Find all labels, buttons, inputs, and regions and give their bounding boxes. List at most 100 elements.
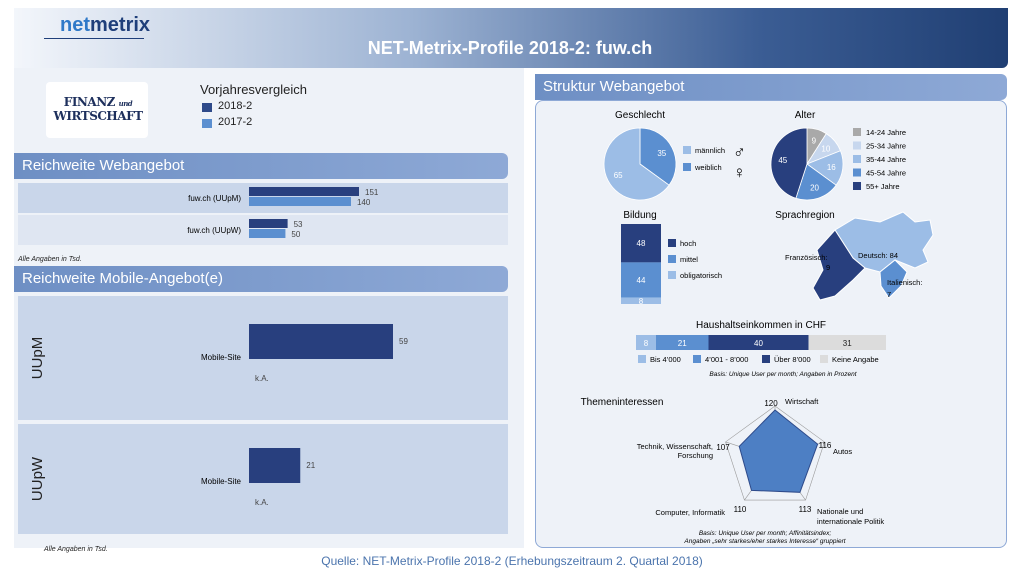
income-segment <box>656 335 709 350</box>
radar-label: internationale Politik <box>817 517 884 526</box>
language-french-value: 9 <box>826 263 830 272</box>
gender-legend-swatch <box>683 163 691 171</box>
age-slice-label: 45 <box>778 156 787 165</box>
radar-value: 110 <box>734 505 747 514</box>
radar-value: 116 <box>819 441 832 450</box>
age-legend-swatch <box>853 141 861 150</box>
income-value: 40 <box>754 339 763 348</box>
radar-label: Technik, Wissenschaft, <box>637 442 713 451</box>
interests-note: Angaben „sehr starkes/eher starkes Inter… <box>683 538 846 545</box>
interests-title: Themeninteressen <box>581 397 664 408</box>
income-note: Basis: Unique User per month; Angaben in… <box>709 371 857 378</box>
interests-note: Basis: Unique User per month; Affinitäts… <box>699 530 832 537</box>
income-segment <box>636 335 656 350</box>
bar-2018 <box>249 219 288 228</box>
income-segment <box>808 335 886 350</box>
education-legend-label: mittel <box>680 255 698 264</box>
gender-slice <box>603 127 670 201</box>
map-german <box>834 211 934 273</box>
age-slice <box>795 163 837 201</box>
education-segment <box>621 224 661 263</box>
title-bar <box>14 8 1008 68</box>
language-title: Sprachregion <box>775 210 834 221</box>
age-legend-swatch <box>853 128 861 136</box>
gender-legend-label: weiblich <box>694 163 722 172</box>
radar-value: 107 <box>716 443 730 452</box>
footnote-web: Alle Angaben in Tsd. <box>18 256 82 263</box>
bar-2017 <box>249 197 351 206</box>
male-icon: ♂ <box>733 143 746 162</box>
mobile-na: k.A. <box>255 374 269 383</box>
education-title: Bildung <box>623 210 656 221</box>
axis-label-uupm: UUpM <box>29 337 46 380</box>
education-segment <box>621 297 661 304</box>
brand-logo: FINANZ und WIRTSCHAFT <box>53 95 143 123</box>
education-value: 44 <box>637 276 646 285</box>
language-french-label: Französisch: <box>785 253 828 262</box>
radar-area <box>738 409 819 493</box>
bar-2018-value: 53 <box>294 220 303 229</box>
education-legend-swatch <box>668 239 676 247</box>
radar-label: Computer, Informatik <box>655 508 725 517</box>
language-italian-label: Italienisch: <box>887 278 922 287</box>
section-header-reach-mobile: Reichweite Mobile-Angebot(e) <box>14 266 508 292</box>
education-legend-label: obligatorisch <box>680 271 722 280</box>
gender-slice-label: 65 <box>614 171 623 180</box>
mobile-na: k.A. <box>255 498 269 507</box>
gender-legend-label: männlich <box>695 146 725 155</box>
legend-swatch-2018 <box>202 103 212 112</box>
radar-label: Nationale und <box>817 507 863 516</box>
mobile-bar-value: 59 <box>399 337 408 346</box>
age-legend-swatch <box>853 182 861 190</box>
bar-2017-value: 140 <box>357 198 371 207</box>
netmetrix-logo: netmetrix <box>60 14 151 36</box>
gender-slice <box>639 127 677 186</box>
age-legend-label: 55+ Jahre <box>866 182 900 191</box>
gender-legend-swatch <box>683 146 691 154</box>
income-legend-swatch <box>762 355 770 363</box>
age-legend-swatch <box>853 155 861 163</box>
age-legend-swatch <box>853 168 861 177</box>
bar-2018 <box>249 187 359 196</box>
income-value: 31 <box>843 339 852 348</box>
map-italian <box>879 259 908 299</box>
section-header-reach-web: Reichweite Webangebot <box>14 153 508 179</box>
education-value: 8 <box>639 297 644 306</box>
radar-label: Wirtschaft <box>785 397 819 406</box>
age-legend-label: 45-54 Jahre <box>866 169 906 178</box>
age-legend-label: 14-24 Jahre <box>866 128 906 137</box>
radar-value: 113 <box>799 505 812 514</box>
legend-label-2017: 2017-2 <box>218 116 253 128</box>
gender-title: Geschlecht <box>615 110 665 121</box>
radar-grid <box>725 405 825 501</box>
income-title: Haushaltseinkommen in CHF <box>696 320 826 331</box>
structure-charts: Geschlecht 35 65 männlich weiblich ♂♀ Alter 9 10… <box>581 110 934 545</box>
age-slice-label: 16 <box>827 163 836 172</box>
map-french <box>812 229 866 301</box>
income-legend-swatch <box>693 355 701 363</box>
female-icon: ♀ <box>733 163 746 182</box>
age-title: Alter <box>795 110 816 121</box>
bar-2018-value: 151 <box>365 188 379 197</box>
bar-2017-value: 50 <box>291 230 300 239</box>
footnote-mobile: Alle Angaben in Tsd. <box>44 546 108 553</box>
income-legend-label: Über 8’000 <box>774 355 811 364</box>
web-bar-label: fuw.ch (UUpW) <box>187 226 241 235</box>
income-legend-label: 4’001 - 8’000 <box>705 355 748 364</box>
income-legend-label: Bis 4’000 <box>650 355 681 364</box>
income-value: 21 <box>678 339 687 348</box>
section-header-structure: Struktur Webangebot <box>535 74 1007 100</box>
source-note: Quelle: NET-Metrix-Profile 2018-2 (Erheb… <box>321 554 703 568</box>
mobile-bar-uupw <box>249 448 301 483</box>
age-legend-label: 25-34 Jahre <box>866 142 906 151</box>
age-slice-label: 20 <box>810 183 819 192</box>
education-value: 48 <box>637 239 646 248</box>
income-segment <box>708 335 809 350</box>
education-legend-swatch <box>668 255 676 263</box>
age-slice <box>770 127 808 199</box>
language-italian-value: 7 <box>887 290 891 299</box>
legend-label-2018: 2018-2 <box>218 100 253 112</box>
radar-value: 120 <box>764 399 778 408</box>
education-legend-label: hoch <box>680 239 696 248</box>
